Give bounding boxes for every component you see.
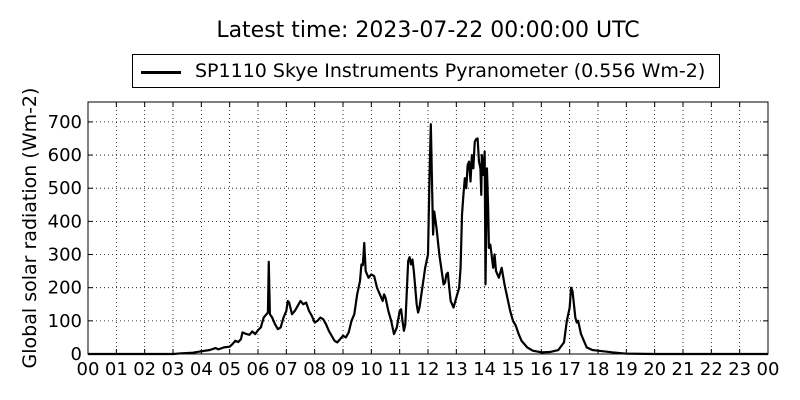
x-tick-label: 02 <box>133 359 156 380</box>
series-line <box>88 123 768 356</box>
x-tick-label: 16 <box>530 359 553 380</box>
plot-frame <box>87 101 769 355</box>
x-tick-label: 09 <box>332 359 355 380</box>
series-group <box>88 123 768 356</box>
x-tick-label: 23 <box>728 359 751 380</box>
x-tick-label: 06 <box>247 359 270 380</box>
x-axis-ticks: 00 01 02 03 04 05 06 07 08 09 10 11 12 13 14 15 16 17 18 19… <box>77 102 780 380</box>
y-tick-label: 600 <box>48 145 82 166</box>
x-tick-label: 01 <box>105 359 128 380</box>
legend-line-swatch <box>141 71 181 74</box>
x-tick-label: 20 <box>643 359 666 380</box>
y-tick-label: 100 <box>48 311 82 332</box>
y-tick-label: 300 <box>48 245 82 266</box>
y-tick-label: 500 <box>48 178 82 199</box>
x-tick-label: 04 <box>190 359 213 380</box>
x-tick-label: 00 <box>757 359 780 380</box>
x-tick-label: 12 <box>417 359 440 380</box>
y-axis-ticks: 0 100 200 300 400 500 600 700 <box>48 112 768 365</box>
x-tick-label: 03 <box>162 359 185 380</box>
x-tick-label: 17 <box>558 359 581 380</box>
x-tick-label: 21 <box>672 359 695 380</box>
x-tick-label: 07 <box>275 359 298 380</box>
x-tick-label: 00 <box>77 359 100 380</box>
x-tick-label: 22 <box>700 359 723 380</box>
x-tick-label: 10 <box>360 359 383 380</box>
chart-title: Latest time: 2023-07-22 00:00:00 UTC <box>216 18 640 43</box>
x-tick-label: 08 <box>303 359 326 380</box>
x-tick-label: 05 <box>218 359 241 380</box>
legend: SP1110 Skye Instruments Pyranometer (0.5… <box>132 54 720 88</box>
y-tick-label: 700 <box>48 112 82 133</box>
x-tick-label: 15 <box>502 359 525 380</box>
x-tick-label: 13 <box>445 359 468 380</box>
y-tick-label: 0 <box>71 344 82 365</box>
x-tick-label: 11 <box>388 359 411 380</box>
x-tick-label: 18 <box>587 359 610 380</box>
x-tick-label: 14 <box>473 359 496 380</box>
legend-label: SP1110 Skye Instruments Pyranometer (0.5… <box>195 60 706 82</box>
y-tick-label: 200 <box>48 278 82 299</box>
x-tick-label: 19 <box>615 359 638 380</box>
y-tick-label: 400 <box>48 211 82 232</box>
